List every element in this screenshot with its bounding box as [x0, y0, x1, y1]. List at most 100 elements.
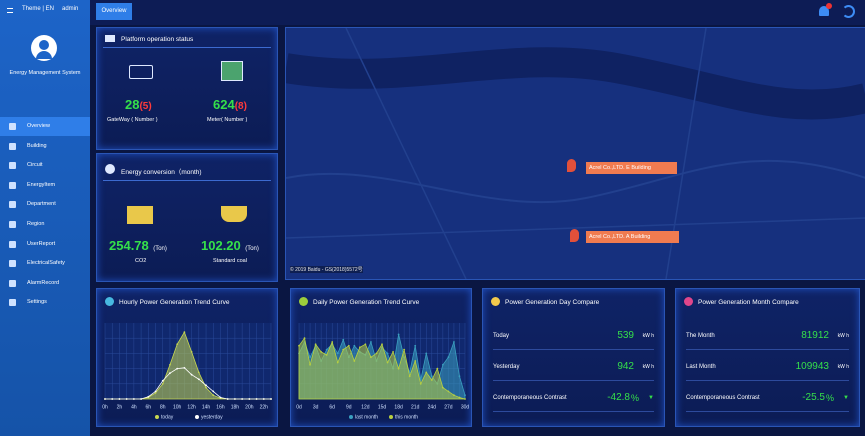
legend-swatch [155, 415, 159, 419]
x-tick-label: 20h [245, 404, 254, 410]
point [397, 333, 400, 336]
legend-label[interactable]: this month [395, 414, 418, 420]
row-value: -42.8 [607, 392, 630, 403]
x-tick-label: 16h [216, 404, 225, 410]
row-unit: % [825, 393, 834, 403]
menu-item[interactable]: ElectricalSafety [0, 254, 90, 273]
refresh[interactable] [842, 5, 855, 18]
point [353, 344, 356, 347]
point [104, 398, 106, 400]
point [154, 390, 157, 393]
row-unit: kW h [837, 333, 849, 339]
legend-label[interactable]: today [161, 414, 174, 420]
marker[interactable]: Acrel Co.,LTD. E Building [586, 162, 677, 174]
x-tick-label: 21d [411, 404, 420, 410]
menu-icon[interactable] [7, 8, 13, 13]
menu-item[interactable]: Circuit [0, 156, 90, 175]
row-unit: kW h [837, 364, 849, 370]
chart: 0h 2h 4h 6h 8h 10h 12h 14h 16h 18h 20h 22h today yest… [102, 323, 272, 420]
point [347, 344, 350, 347]
pin[interactable] [570, 229, 579, 242]
menu-item[interactable]: Overview [0, 117, 90, 136]
menu-label: Circuit [27, 162, 43, 169]
point [309, 356, 311, 359]
point [425, 352, 428, 355]
daily-panel: Daily Power Generation Trend Curve 0d 3d 6… [290, 288, 472, 427]
point [303, 337, 306, 340]
legend-label[interactable]: yesterday [201, 414, 223, 420]
point [205, 386, 207, 389]
theme[interactable]: Theme | EN [22, 6, 54, 12]
menu-item[interactable]: AlarmRecord [0, 274, 90, 293]
menu-label: AlarmRecord [27, 279, 60, 286]
x-tick-label: 3d [313, 404, 319, 410]
user[interactable]: admin [62, 6, 79, 12]
chart: 0d 3d 6d 9d 12d 15d 18d 21d 24d 27d 30d last month t… [296, 323, 470, 420]
value: 254.78 [109, 238, 149, 253]
panel-title: Hourly Power Generation Trend Curve [119, 299, 230, 306]
pin[interactable] [567, 159, 576, 172]
point [111, 398, 114, 400]
system-name: Energy Management System [9, 70, 81, 76]
menu-item[interactable]: Region [0, 215, 90, 234]
x-tick-label: 24d [428, 404, 437, 410]
menu-icon [9, 240, 16, 248]
panel-title: Power Generation Day Compare [505, 299, 600, 306]
point [386, 352, 389, 355]
row-value: 539 [617, 330, 634, 341]
point [425, 371, 428, 374]
panel-title: Power Generation Month Compare [698, 299, 799, 306]
legend-label[interactable]: last month [355, 414, 378, 420]
menu-label: UserReport [27, 240, 56, 247]
point [154, 392, 157, 394]
day-panel: Power Generation Day Compare Today 539 kW … [482, 288, 665, 427]
menu-item[interactable]: UserReport [0, 235, 90, 254]
legend-swatch [195, 415, 199, 419]
point [403, 348, 406, 351]
point [325, 348, 328, 351]
legend-swatch [349, 415, 353, 419]
menu-label: Settings [27, 299, 47, 306]
row-unit: kW h [642, 364, 654, 370]
point [447, 390, 450, 393]
menu-item[interactable]: Building [0, 137, 90, 156]
point [419, 382, 422, 385]
row-unit: % [630, 393, 639, 403]
menu-icon [9, 181, 16, 189]
point [336, 361, 339, 364]
label: CO2 [135, 258, 147, 264]
menu-item[interactable]: Department [0, 195, 90, 214]
point [161, 382, 164, 385]
marker[interactable]: Acrel Co.,LTD. A Building [586, 231, 679, 243]
legend-swatch [389, 415, 393, 419]
point [397, 367, 400, 370]
energy-panel: Energy conversion（month) 254.78 (Ton) CO… [96, 153, 278, 282]
badge [826, 3, 832, 9]
x-tick-label: 18h [231, 404, 240, 410]
menu-icon [9, 260, 16, 268]
map[interactable]: Acrel Co.,LTD. E Building Acrel Co.,LTD.… [285, 27, 865, 280]
point [197, 378, 200, 381]
menu-item[interactable]: Settings [0, 293, 90, 312]
point [169, 372, 171, 375]
point [205, 384, 207, 387]
menu-icon [9, 201, 16, 209]
map-drawing [286, 28, 865, 279]
line [105, 367, 271, 400]
point [183, 331, 186, 334]
point [441, 386, 444, 389]
menu-label: ElectricalSafety [27, 260, 65, 267]
point [386, 361, 389, 364]
point [309, 363, 311, 366]
menu-icon [9, 123, 16, 130]
point [176, 367, 179, 370]
point [197, 371, 200, 374]
x-tick-label: 30d [461, 404, 470, 410]
bell[interactable] [819, 6, 829, 16]
menu-item[interactable]: EnergyItem [0, 176, 90, 195]
point [464, 394, 466, 397]
copyright: © 2019 Baidu - GS(2018)5572号 [290, 266, 363, 273]
point [183, 366, 186, 369]
tab[interactable]: Overview [96, 3, 132, 20]
point [140, 398, 142, 400]
